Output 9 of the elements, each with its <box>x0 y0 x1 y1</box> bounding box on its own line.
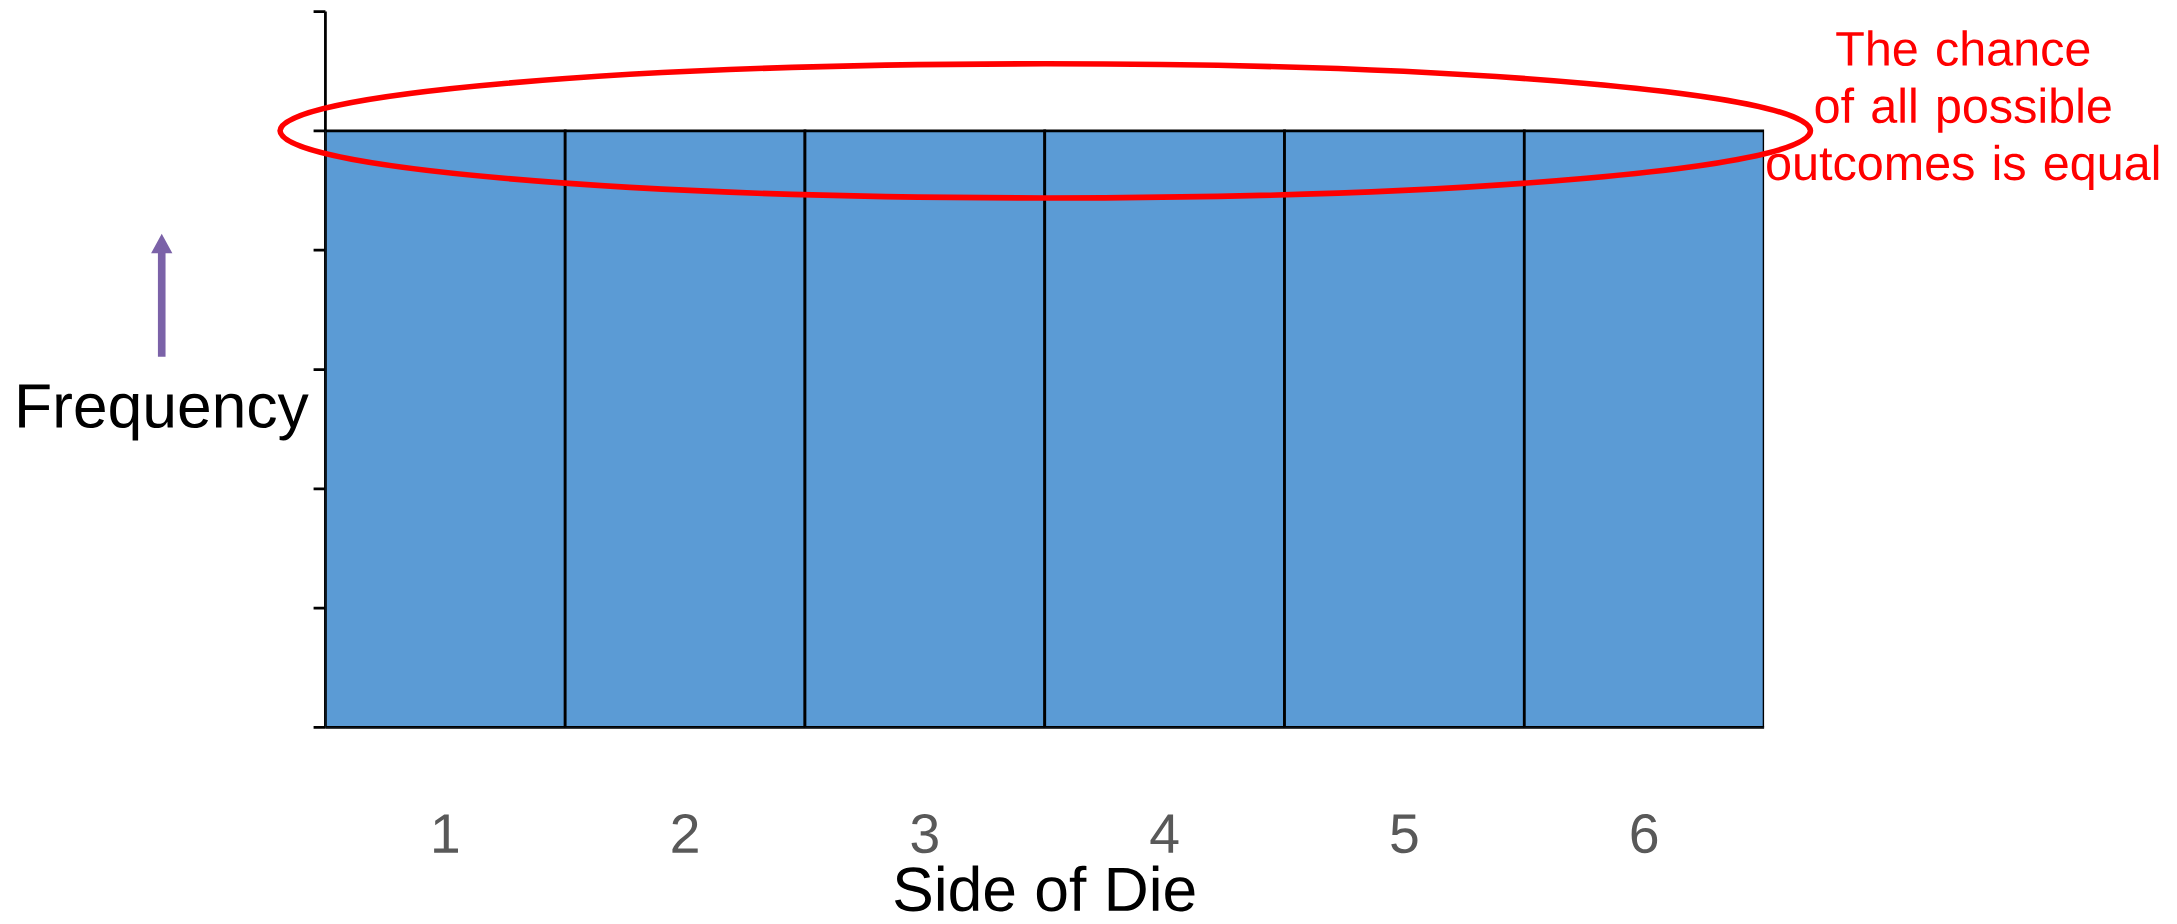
x-tick-label: 2 <box>672 814 698 853</box>
x-tick-label: 3 <box>911 814 938 854</box>
x-axis-title: Side of Die <box>895 865 1195 912</box>
x-tick-label: 6 <box>1631 814 1658 854</box>
x-tick-label: 4 <box>1150 814 1179 853</box>
x-tick-label: 5 <box>1391 814 1418 854</box>
y-axis-title: Frequency <box>19 384 309 441</box>
x-tick-label: 1 <box>434 814 458 853</box>
text: The chance of all possible outcomes is equal <box>1767 30 2159 191</box>
